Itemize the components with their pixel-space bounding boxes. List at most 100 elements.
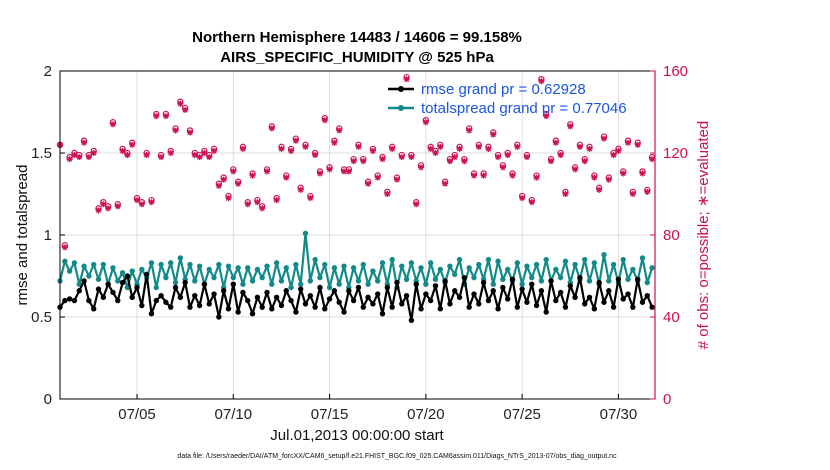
legend-spread-marker bbox=[398, 105, 404, 111]
obs-evaluated-point bbox=[273, 197, 280, 204]
rmse-point bbox=[533, 302, 540, 309]
rmse-point bbox=[644, 292, 650, 299]
rmse-point bbox=[519, 286, 525, 292]
y2-axis: 0 40 80 120 160 bbox=[650, 63, 688, 408]
totalspread-point bbox=[447, 263, 453, 269]
obs-evaluated-point bbox=[389, 145, 396, 152]
rmse-point bbox=[201, 281, 208, 287]
obs-evaluated-point bbox=[138, 201, 145, 208]
rmse-point bbox=[557, 289, 564, 296]
rmse-point bbox=[504, 296, 511, 302]
obs-evaluated-point bbox=[283, 174, 290, 181]
rmse-point bbox=[129, 294, 135, 301]
obs-evaluated-point bbox=[422, 119, 429, 126]
obs-evaluated-point bbox=[124, 152, 131, 159]
rmse-point bbox=[630, 304, 636, 310]
rmse-point bbox=[278, 302, 285, 309]
legend-spread-label: totalspread grand pr = 0.77046 bbox=[421, 100, 627, 117]
totalspread-point bbox=[100, 261, 107, 268]
rmse-point bbox=[62, 297, 68, 304]
rmse-point bbox=[620, 296, 626, 302]
rmse-point bbox=[124, 273, 131, 279]
rmse-point bbox=[269, 306, 275, 312]
obs-evaluated-point bbox=[297, 186, 304, 193]
rmse-point bbox=[442, 278, 448, 284]
totalspread-point bbox=[148, 260, 155, 266]
legend: rmse grand pr = 0.62928 totalspread gran… bbox=[388, 81, 627, 117]
obs-evaluated-point bbox=[480, 172, 487, 179]
obs-evaluated-point bbox=[384, 191, 391, 197]
rmse-point bbox=[615, 276, 622, 282]
rmse-point bbox=[254, 294, 261, 301]
obs-evaluated-point bbox=[408, 154, 415, 161]
totalspread-point bbox=[355, 278, 362, 284]
totalspread-point bbox=[90, 261, 97, 268]
totalspread-point bbox=[514, 260, 521, 266]
obs-evaluated-point bbox=[552, 139, 559, 146]
rmse-point bbox=[389, 304, 395, 310]
rmse-point bbox=[90, 306, 97, 312]
totalspread-point bbox=[606, 278, 612, 284]
obs-evaluated-point bbox=[326, 166, 333, 173]
obs-evaluated-point bbox=[307, 195, 314, 202]
rmse-point bbox=[596, 279, 602, 286]
totalspread-point bbox=[317, 274, 323, 281]
rmse-point bbox=[485, 297, 492, 304]
y-axis-label: rmse and totalspread bbox=[14, 165, 31, 306]
totalspread-point bbox=[625, 276, 631, 282]
obs-evaluated-point bbox=[427, 145, 434, 152]
x-tick-label: 07/10 bbox=[215, 406, 253, 423]
y-tick-label: 0.5 bbox=[31, 309, 52, 326]
totalspread-point bbox=[66, 268, 73, 274]
rmse-line bbox=[59, 273, 654, 322]
y2-tick-label: 80 bbox=[663, 227, 680, 244]
obs-evaluated-point bbox=[81, 139, 88, 146]
obs-evaluated-point bbox=[639, 170, 646, 177]
rmse-point bbox=[639, 299, 646, 305]
rmse-point bbox=[471, 291, 477, 297]
rmse-point bbox=[591, 306, 598, 312]
rmse-point bbox=[649, 304, 655, 310]
rmse-point bbox=[514, 304, 521, 310]
obs-evaluated-point bbox=[191, 152, 198, 159]
obs-evaluated-point bbox=[644, 188, 651, 195]
rmse-point bbox=[456, 294, 463, 301]
totalspread-point bbox=[452, 271, 458, 278]
rmse-point bbox=[365, 294, 371, 301]
totalspread-point bbox=[601, 251, 607, 258]
rmse-point bbox=[625, 291, 631, 297]
obs-evaluated-point bbox=[268, 125, 275, 132]
totalspread-point bbox=[312, 256, 318, 263]
obs-evaluated-point bbox=[437, 143, 444, 150]
totalspread-point bbox=[230, 274, 237, 281]
totalspread-point bbox=[553, 266, 559, 273]
totalspread-point bbox=[543, 256, 549, 263]
totalspread-point bbox=[192, 278, 198, 284]
x-tick-label: 07/30 bbox=[600, 406, 638, 423]
obs-evaluated-point bbox=[239, 145, 246, 152]
rmse-point bbox=[312, 304, 318, 310]
rmse-point bbox=[172, 284, 179, 291]
obs-evaluated-point bbox=[475, 143, 482, 150]
rmse-point bbox=[317, 284, 323, 291]
totalspread-point bbox=[456, 256, 463, 263]
rmse-point bbox=[509, 276, 516, 282]
obs-evaluated-point bbox=[182, 106, 189, 113]
totalspread-point bbox=[307, 278, 314, 284]
obs-evaluated-point bbox=[629, 191, 636, 197]
totalspread-point bbox=[389, 256, 395, 263]
obs-evaluated-point bbox=[413, 201, 420, 208]
y-tick-label: 2 bbox=[44, 63, 52, 80]
obs-evaluated-point bbox=[148, 199, 155, 206]
rmse-point bbox=[187, 304, 193, 310]
obs-evaluated-point bbox=[504, 152, 511, 159]
rmse-point bbox=[524, 299, 530, 305]
totalspread-point bbox=[273, 260, 280, 266]
rmse-point bbox=[601, 299, 607, 305]
obs-evaluated-point bbox=[259, 205, 266, 212]
obs-evaluated-point bbox=[302, 143, 309, 150]
totalspread-point bbox=[139, 266, 145, 273]
y2-tick-label: 0 bbox=[663, 391, 671, 408]
totalspread-point bbox=[485, 256, 492, 263]
rmse-point bbox=[264, 289, 270, 296]
